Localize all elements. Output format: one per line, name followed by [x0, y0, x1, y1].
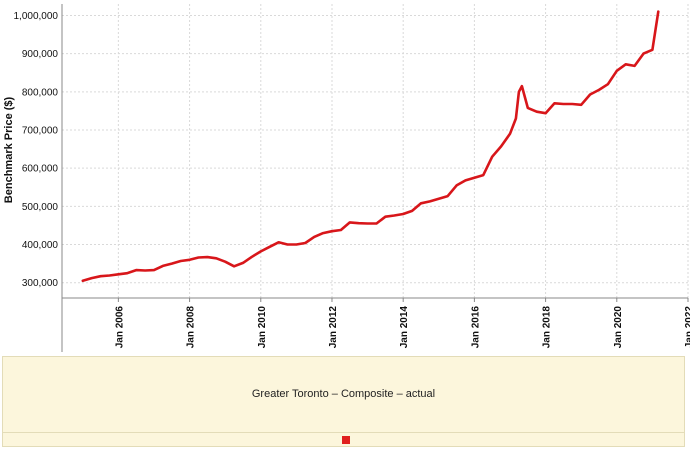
x-tick-label: Jan 2020 — [613, 306, 624, 349]
y-tick-label: 300,000 — [22, 278, 59, 289]
y-tick-label: 600,000 — [22, 164, 59, 175]
series-line — [81, 10, 660, 283]
x-tick-label: Jan 2016 — [470, 306, 481, 349]
legend-label: Greater Toronto – Composite – actual — [251, 388, 436, 400]
y-tick-label: 400,000 — [22, 240, 59, 251]
x-tick-label: Jan 2006 — [114, 306, 125, 349]
x-tick-label: Jan 2010 — [257, 306, 268, 349]
axes — [61, 4, 689, 352]
x-tick-labels: Jan 2006 Jan 2008 Jan 2010 Jan 2012 Jan 2014… — [114, 306, 690, 349]
y-axis-label: Benchmark Price ($) — [3, 96, 15, 203]
y-tick-label: 900,000 — [22, 49, 59, 60]
legend-divider — [3, 432, 684, 433]
y-tick-label: 700,000 — [22, 126, 59, 137]
line-chart: 300,000 400,000 500,000 600,000 700,000 800,0… — [3, 4, 690, 352]
y-tick-labels: 300,000 400,000 500,000 600,000 700,000 800,0… — [14, 11, 59, 289]
gridlines — [62, 4, 689, 298]
x-tick-label: Jan 2018 — [542, 306, 553, 349]
y-tick-label: 800,000 — [22, 87, 59, 98]
x-tick-label: Jan 2014 — [399, 306, 410, 349]
x-tick-label: Jan 2022 — [684, 306, 690, 349]
series-layer — [81, 10, 660, 283]
legend-swatch — [342, 436, 350, 444]
y-tick-label: 500,000 — [22, 202, 59, 213]
legend: Greater Toronto – Composite – actual — [2, 356, 685, 447]
y-tick-label: 1,000,000 — [14, 11, 59, 22]
x-tick-label: Jan 2008 — [186, 306, 197, 349]
x-tick-label: Jan 2012 — [328, 306, 339, 349]
